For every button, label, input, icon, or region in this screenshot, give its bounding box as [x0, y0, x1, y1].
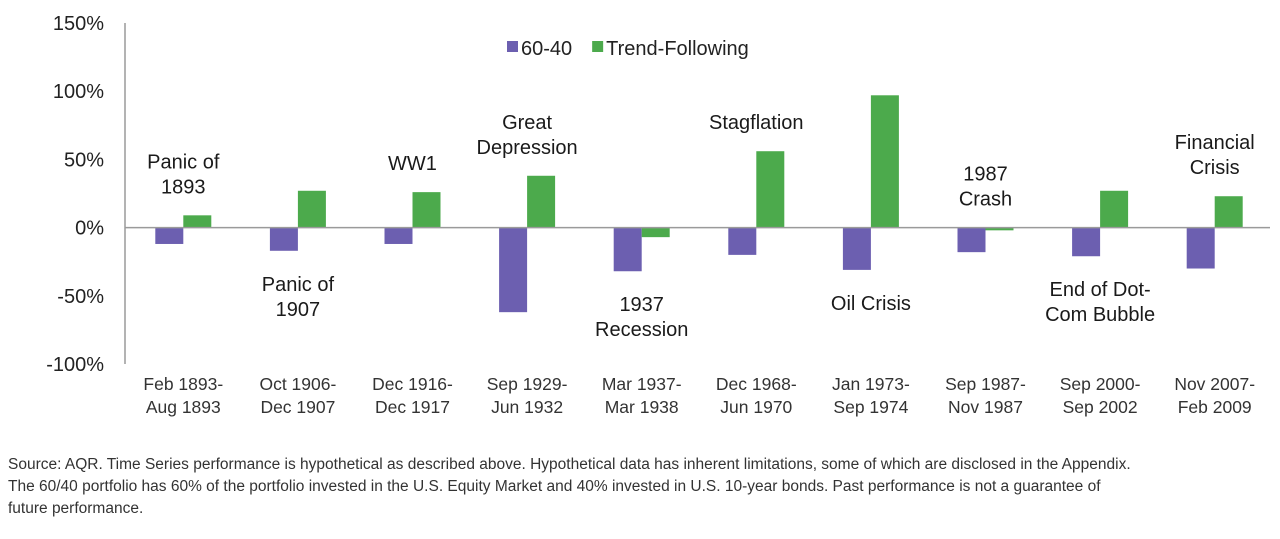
bar-trend-following [985, 227, 1014, 231]
bar-60-40 [1186, 227, 1215, 269]
event-annotation: Great Depression [477, 112, 578, 159]
y-axis: -100% -50% 0% 50% 100% 150% [46, 13, 126, 376]
x-tick-label: Jan 1973-Sep 1974 [832, 374, 910, 417]
x-axis-labels: Feb 1893-Aug 1893 Oct 1906-Dec 1907 Dec 19… [143, 374, 1255, 417]
bar-60-40 [613, 227, 642, 272]
x-tick-label: Dec 1968-Jun 1970 [716, 374, 797, 417]
y-tick-label: -50% [57, 286, 104, 308]
y-tick-label: 150% [53, 13, 104, 35]
bar-60-40 [384, 227, 413, 244]
bar-trend-following [412, 192, 441, 228]
x-tick-label: Feb 1893-Aug 1893 [143, 374, 223, 417]
source-note-line-3: future performance. [8, 500, 144, 517]
x-tick-label: Sep 1929-Jun 1932 [487, 374, 568, 417]
event-annotation: Financial Crisis [1175, 132, 1255, 179]
y-tick-label: 50% [64, 149, 104, 171]
x-tick-label: Mar 1937-Mar 1938 [602, 374, 682, 417]
source-note: Source: AQR. Time Series performance is … [8, 454, 1270, 520]
bar-60-40 [842, 227, 871, 270]
x-tick-label: Nov 2007-Feb 2009 [1174, 374, 1255, 417]
legend: 60-40 Trend-Following [507, 38, 749, 60]
bars [155, 95, 1243, 313]
bar-trend-following [870, 95, 899, 228]
bar-trend-following [297, 190, 326, 228]
bar-60-40 [155, 227, 184, 244]
bar-trend-following [641, 227, 670, 238]
event-annotations: Panic of 1893 Panic of 1907 WW1 Great Depressi… [147, 112, 1255, 341]
bar-trend-following [756, 151, 785, 228]
legend-label: Trend-Following [606, 38, 749, 60]
x-tick-label: Oct 1906-Dec 1907 [259, 374, 336, 417]
legend-label: 60-40 [521, 38, 572, 60]
bar-60-40 [1072, 227, 1101, 257]
y-tick-label: 100% [53, 81, 104, 103]
x-tick-label: Sep 2000-Sep 2002 [1060, 374, 1141, 417]
bar-60-40 [728, 227, 757, 255]
bar-chart: -100% -50% 0% 50% 100% 150% Feb 1893-Aug 1893… [46, 13, 1270, 417]
event-annotation: 1937 Recession [595, 294, 688, 341]
event-annotation: Stagflation [709, 112, 804, 134]
bar-trend-following [1214, 196, 1243, 228]
x-tick-label: Sep 1987-Nov 1987 [945, 374, 1026, 417]
event-annotation: Oil Crisis [831, 293, 911, 315]
source-note-line-2: The 60/40 portfolio has 60% of the portf… [8, 478, 1101, 495]
legend-swatch [507, 41, 518, 52]
event-annotation: WW1 [388, 153, 437, 175]
event-annotation: End of Dot-Com Bubble [1045, 279, 1155, 326]
source-note-line-1: Source: AQR. Time Series performance is … [8, 456, 1131, 473]
bar-60-40 [269, 227, 298, 251]
bar-trend-following [183, 215, 212, 228]
event-annotation: Panic of 1893 [147, 151, 220, 198]
bar-trend-following [527, 175, 556, 228]
bar-trend-following [1100, 190, 1129, 228]
bar-60-40 [957, 227, 986, 253]
event-annotation: Panic of 1907 [262, 274, 335, 321]
bar-60-40 [499, 227, 528, 313]
y-tick-label: -100% [46, 354, 104, 376]
event-annotation: 1987 Crash [959, 164, 1012, 211]
y-tick-label: 0% [75, 218, 104, 240]
x-tick-label: Dec 1916-Dec 1917 [372, 374, 453, 417]
legend-swatch [592, 41, 604, 52]
